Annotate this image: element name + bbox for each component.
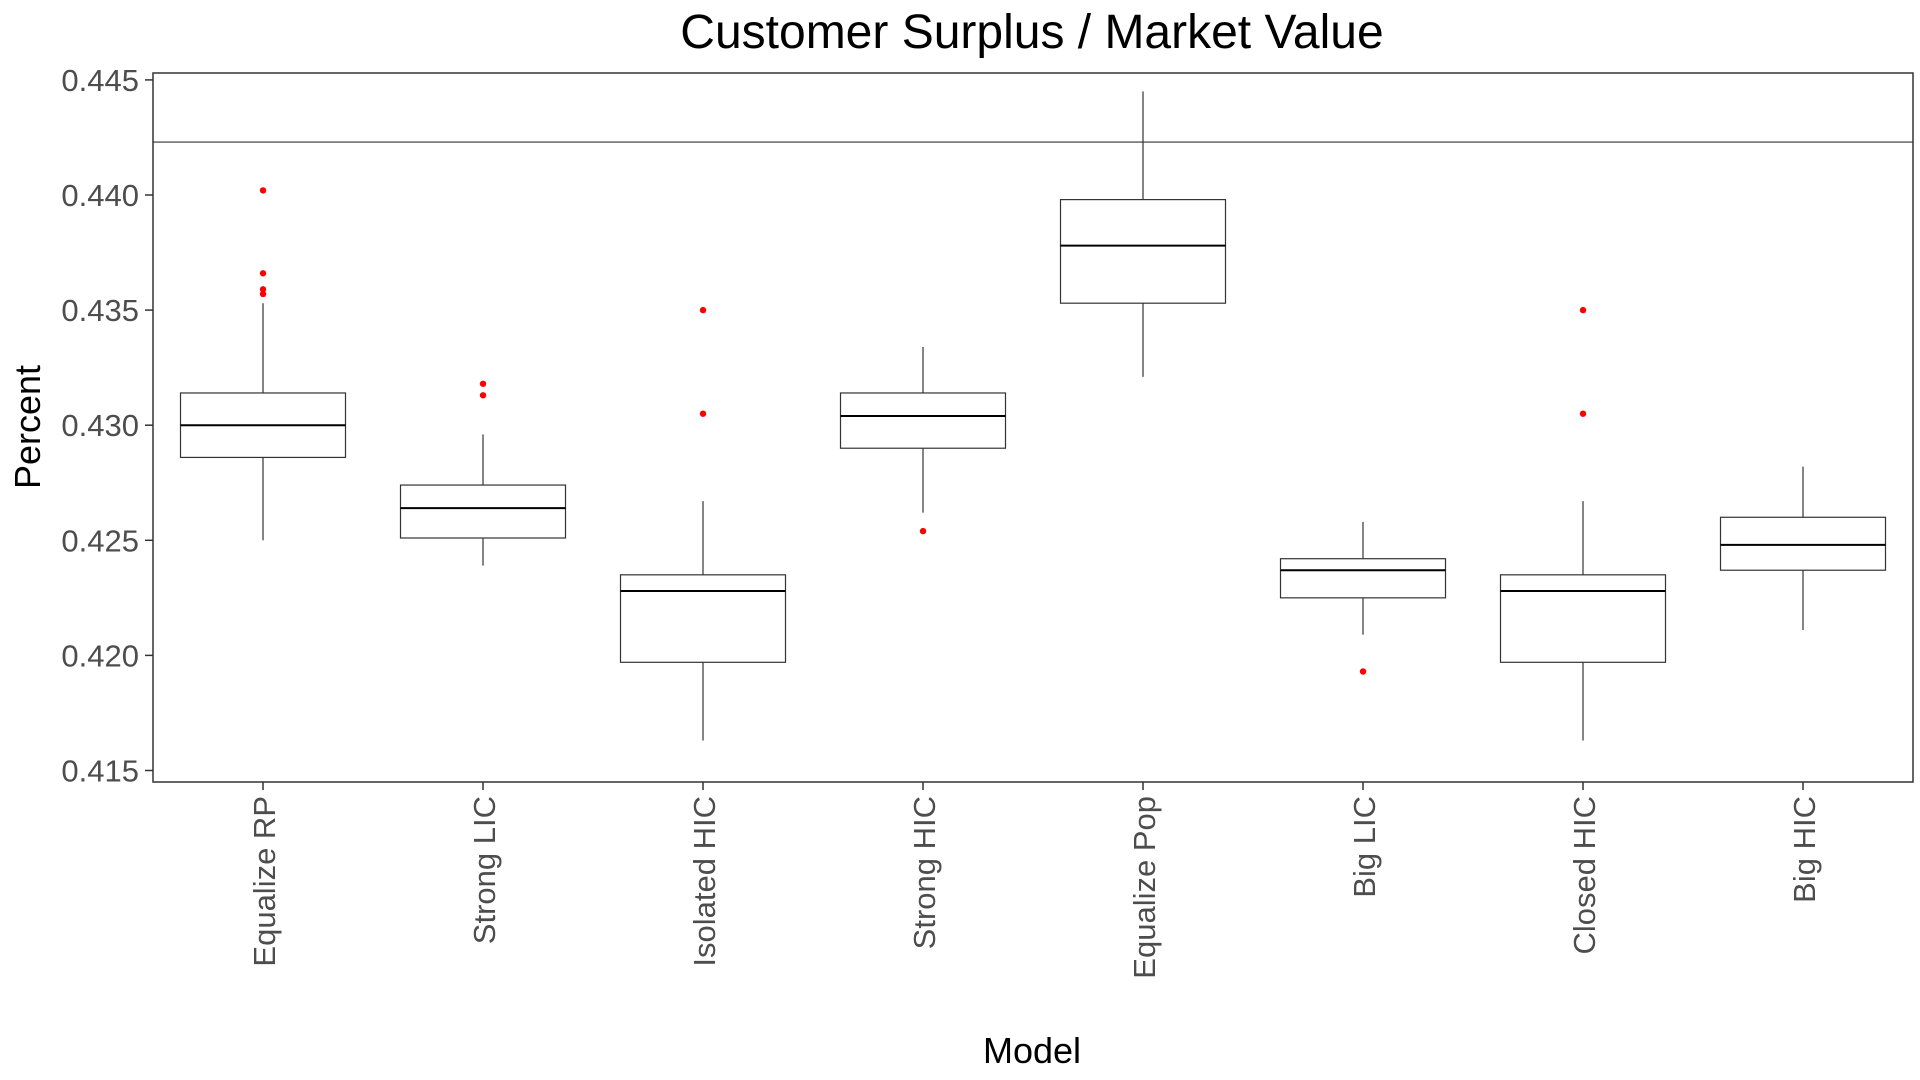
outlier-point xyxy=(259,270,267,277)
y-tick-label: 0.435 xyxy=(61,293,139,328)
box xyxy=(1499,574,1667,663)
y-tick-label: 0.430 xyxy=(61,408,139,443)
y-tick-label: 0.425 xyxy=(61,523,139,558)
box-group xyxy=(1719,466,1887,631)
y-tick-label: 0.415 xyxy=(61,753,139,788)
y-tick-label: 0.420 xyxy=(61,638,139,673)
outlier-point xyxy=(479,392,487,399)
y-tick-label: 0.445 xyxy=(61,63,139,98)
x-tick-label: Strong LIC xyxy=(467,796,502,944)
x-tick-label: Strong HIC xyxy=(907,796,942,949)
outlier-point xyxy=(479,380,487,387)
box-group xyxy=(839,346,1007,535)
plot-panel xyxy=(152,72,1914,783)
box-group xyxy=(1059,91,1227,377)
box-group xyxy=(399,380,567,566)
x-tick-label: Big LIC xyxy=(1347,796,1382,898)
box-group xyxy=(619,306,787,741)
box xyxy=(619,574,787,663)
y-axis: 0.415 0.420 0.425 0.430 0.435 0.440 0.445 xyxy=(61,63,153,788)
outlier-point xyxy=(699,410,707,417)
x-tick-label: Big HIC xyxy=(1787,796,1822,903)
y-tick-label: 0.440 xyxy=(61,178,139,213)
outlier-point xyxy=(699,306,707,314)
x-axis-title: Model xyxy=(983,1030,1081,1071)
chart-title: Customer Surplus / Market Value xyxy=(680,6,1383,59)
x-tick-label: Isolated HIC xyxy=(687,796,722,967)
outlier-point xyxy=(259,187,267,194)
outlier-point xyxy=(919,527,927,535)
boxes-layer xyxy=(179,91,1887,741)
x-tick-label: Equalize RP xyxy=(247,796,282,967)
box xyxy=(1279,558,1447,599)
box xyxy=(1719,516,1887,571)
box-group xyxy=(179,187,347,541)
outlier-point xyxy=(1579,410,1587,417)
x-axis: Equalize RP Strong LIC Isolated HIC Strong … xyxy=(247,782,1822,979)
box xyxy=(399,484,567,539)
box-group xyxy=(1499,306,1667,741)
box xyxy=(1059,199,1227,304)
outlier-point xyxy=(259,290,267,298)
box-group xyxy=(1279,521,1447,675)
y-axis-title: Percent xyxy=(7,365,48,489)
box xyxy=(839,392,1007,449)
outlier-point xyxy=(259,286,267,293)
outlier-point xyxy=(1359,668,1367,675)
outlier-point xyxy=(1579,306,1587,314)
x-tick-label: Equalize Pop xyxy=(1127,796,1162,979)
x-tick-label: Closed HIC xyxy=(1567,796,1602,955)
